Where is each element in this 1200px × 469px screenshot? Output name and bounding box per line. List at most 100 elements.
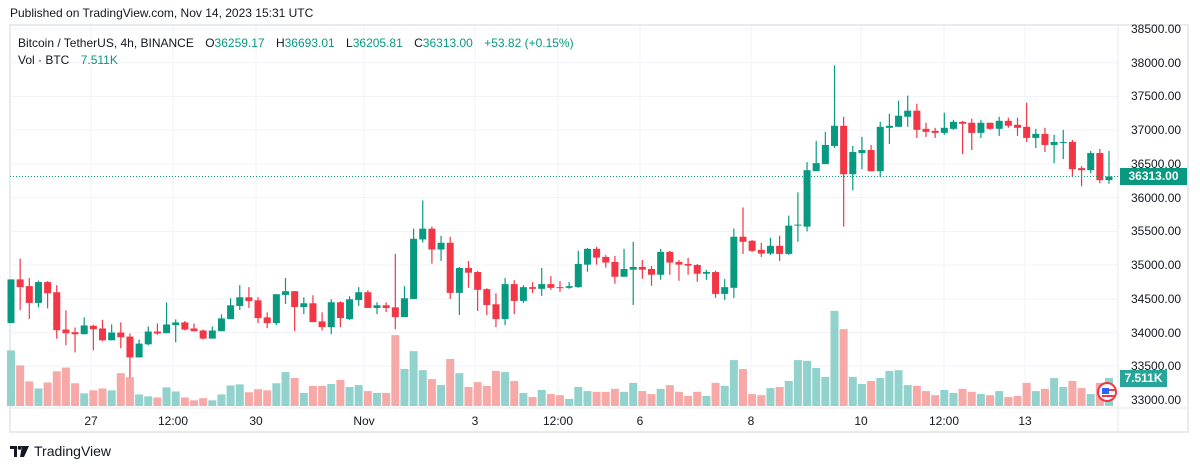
candle <box>153 323 161 335</box>
candle-body <box>922 128 930 132</box>
candle-body <box>428 228 436 250</box>
volume-bar <box>116 373 125 406</box>
volume-bar <box>720 385 729 406</box>
candle <box>190 323 198 332</box>
volume-bar <box>153 397 162 406</box>
volume-bars <box>7 310 1113 406</box>
volume-bar <box>501 372 510 406</box>
volume-bar <box>839 329 848 406</box>
candle <box>867 144 875 172</box>
candle-body <box>812 163 820 172</box>
candle <box>263 312 271 329</box>
candle-body <box>16 279 24 288</box>
candle <box>373 302 381 315</box>
candle-body <box>199 330 207 339</box>
candle-body <box>721 287 729 294</box>
volume-bar <box>711 382 720 406</box>
candle <box>858 136 866 170</box>
candle-body <box>876 126 884 172</box>
price-tick-label: 35500.00 <box>1131 224 1182 239</box>
volume-bar <box>98 388 107 406</box>
grid <box>10 26 1188 432</box>
candle-body <box>263 317 271 324</box>
candle <box>657 248 665 280</box>
high-value: 36693.01 <box>284 36 335 50</box>
candle <box>1105 150 1113 184</box>
candle <box>428 226 436 264</box>
volume-bar <box>52 371 61 406</box>
volume-bar <box>89 390 98 406</box>
candle <box>108 324 116 341</box>
price-tick-label: 38000.00 <box>1131 55 1182 70</box>
candle-body <box>776 245 784 254</box>
candle <box>336 301 344 328</box>
last-price-tag: 36313.00 <box>1120 168 1187 186</box>
candle <box>291 291 299 332</box>
candle-body <box>382 305 390 308</box>
volume-bar <box>693 391 702 406</box>
candle-body <box>181 322 189 330</box>
candle-body <box>977 122 985 133</box>
volume-bar <box>308 385 317 406</box>
candle-body <box>483 289 491 305</box>
footer-brand[interactable]: TradingView <box>34 443 112 459</box>
volume-bar <box>254 389 263 406</box>
volume-bar <box>629 382 638 406</box>
candle-body <box>373 305 381 308</box>
candle <box>702 270 710 280</box>
candle-body <box>108 332 116 341</box>
candle <box>80 317 88 335</box>
volume-bar <box>382 392 391 406</box>
change-value: +53.82 (+0.15%) <box>484 36 574 50</box>
candle-body <box>556 287 564 289</box>
candle-body <box>153 331 161 334</box>
candle <box>986 122 994 130</box>
candle-body <box>53 292 61 331</box>
candle-body <box>455 267 463 293</box>
candle <box>501 278 509 326</box>
symbol-title[interactable]: Bitcoin / TetherUS, 4h, BINANCE <box>18 36 194 50</box>
candle-body <box>684 263 692 266</box>
candle-body <box>1014 124 1021 128</box>
candle <box>821 131 829 165</box>
candle <box>712 270 720 298</box>
volume-bar <box>537 389 546 406</box>
candle-body <box>419 228 427 240</box>
candle <box>1032 128 1040 148</box>
volume-bar <box>620 391 629 406</box>
candle-body <box>245 297 253 301</box>
candle <box>309 295 317 323</box>
volume-bar <box>409 351 418 406</box>
candle <box>364 290 372 308</box>
candle <box>437 235 445 261</box>
volume-bar <box>510 381 519 406</box>
candle <box>474 271 482 312</box>
candle-body <box>730 236 738 288</box>
candle <box>117 322 125 349</box>
volume-bar <box>290 378 299 406</box>
candle <box>282 278 289 304</box>
volume-bar <box>931 395 940 406</box>
volume-bar <box>299 392 308 406</box>
candle-body <box>254 300 262 319</box>
volume-label[interactable]: Vol · BTC <box>18 53 70 67</box>
volume-bar <box>199 398 208 406</box>
volume-bar <box>967 391 976 406</box>
candle-body <box>794 224 802 226</box>
us-flag-icon[interactable] <box>1097 382 1117 402</box>
volume-bar <box>729 360 738 406</box>
candle <box>666 250 674 275</box>
volume-bar <box>885 370 894 406</box>
volume-bar <box>903 385 912 406</box>
candle-body <box>34 282 42 303</box>
candle <box>346 296 354 321</box>
volume-bar <box>226 385 235 406</box>
candle <box>547 276 555 290</box>
chart-frame <box>9 24 1189 433</box>
volume-bar <box>702 395 711 406</box>
candle <box>1014 117 1021 136</box>
candle-body <box>968 122 976 133</box>
volume-bar <box>574 386 583 406</box>
volume-bar <box>455 373 464 406</box>
